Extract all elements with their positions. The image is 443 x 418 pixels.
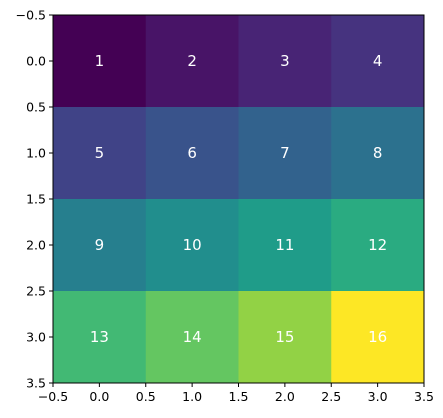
heatmap-cell-r0-c1 (145, 15, 239, 108)
y-tick-label-3: 1.0 (26, 146, 46, 161)
cell-value-label-r3-c3: 16 (368, 328, 387, 346)
y-tick-label-4: 1.5 (26, 192, 46, 207)
heatmap-cells (53, 15, 425, 384)
heatmap-cell-r0-c2 (238, 15, 332, 108)
y-tick-label-2: 0.5 (26, 100, 46, 115)
cell-value-label-r0-c1: 2 (187, 52, 197, 70)
cell-value-label-r2-c0: 9 (95, 236, 105, 254)
y-tick-label-7: 3.0 (26, 330, 46, 345)
cell-value-label-r2-c1: 10 (183, 236, 202, 254)
heatmap-cell-r1-c0 (53, 107, 147, 200)
heatmap-cell-r3-c2 (238, 291, 332, 384)
cell-value-label-r1-c0: 5 (95, 144, 105, 162)
cell-value-label-r2-c2: 11 (275, 236, 294, 254)
x-tick-label-3: 1.0 (182, 389, 202, 404)
cell-value-label-r1-c1: 6 (187, 144, 197, 162)
cell-value-label-r1-c2: 7 (280, 144, 290, 162)
heatmap-cell-r2-c1 (145, 199, 239, 292)
x-tick-label-8: 3.5 (414, 389, 434, 404)
y-tick-label-1: 0.0 (26, 54, 46, 69)
cell-value-label-r0-c3: 4 (373, 52, 383, 70)
cell-value-label-r0-c0: 1 (95, 52, 105, 70)
y-tick-label-5: 2.0 (26, 238, 46, 253)
y-tick-label-8: 3.5 (26, 376, 46, 391)
x-tick-label-1: 0.0 (89, 389, 109, 404)
cell-value-label-r3-c2: 15 (275, 328, 294, 346)
x-tick-label-0: −0.5 (38, 389, 68, 404)
cell-value-label-r1-c3: 8 (373, 144, 383, 162)
y-tick-label-6: 2.5 (26, 284, 46, 299)
cell-value-label-r3-c1: 14 (183, 328, 202, 346)
cell-value-label-r3-c0: 13 (90, 328, 109, 346)
x-axis: −0.5 0.0 0.5 1.0 1.5 2.0 2.5 3.0 3.5 (38, 383, 434, 404)
x-tick-label-5: 2.0 (275, 389, 295, 404)
x-tick-label-7: 3.0 (368, 389, 388, 404)
x-tick-label-4: 1.5 (229, 389, 249, 404)
heatmap-cell-r0-c0 (53, 15, 147, 108)
heatmap-cell-r3-c0 (53, 291, 147, 384)
x-tick-label-2: 0.5 (136, 389, 156, 404)
cell-value-label-r2-c3: 12 (368, 236, 387, 254)
heatmap-cell-r1-c3 (331, 107, 425, 200)
heatmap-cell-r1-c2 (238, 107, 332, 200)
y-axis: −0.5 0.0 0.5 1.0 1.5 2.0 2.5 3.0 3.5 (16, 8, 53, 391)
heatmap-cell-r0-c3 (331, 15, 425, 108)
heatmap-cell-r2-c2 (238, 199, 332, 292)
cell-value-label-r0-c2: 3 (280, 52, 290, 70)
y-tick-label-0: −0.5 (16, 8, 46, 23)
x-tick-label-6: 2.5 (321, 389, 341, 404)
heatmap-cell-r2-c3 (331, 199, 425, 292)
heatmap-cell-r2-c0 (53, 199, 147, 292)
heatmap-cell-r1-c1 (145, 107, 239, 200)
heatmap-cell-r3-c3 (331, 291, 425, 384)
heatmap-cell-r3-c1 (145, 291, 239, 384)
